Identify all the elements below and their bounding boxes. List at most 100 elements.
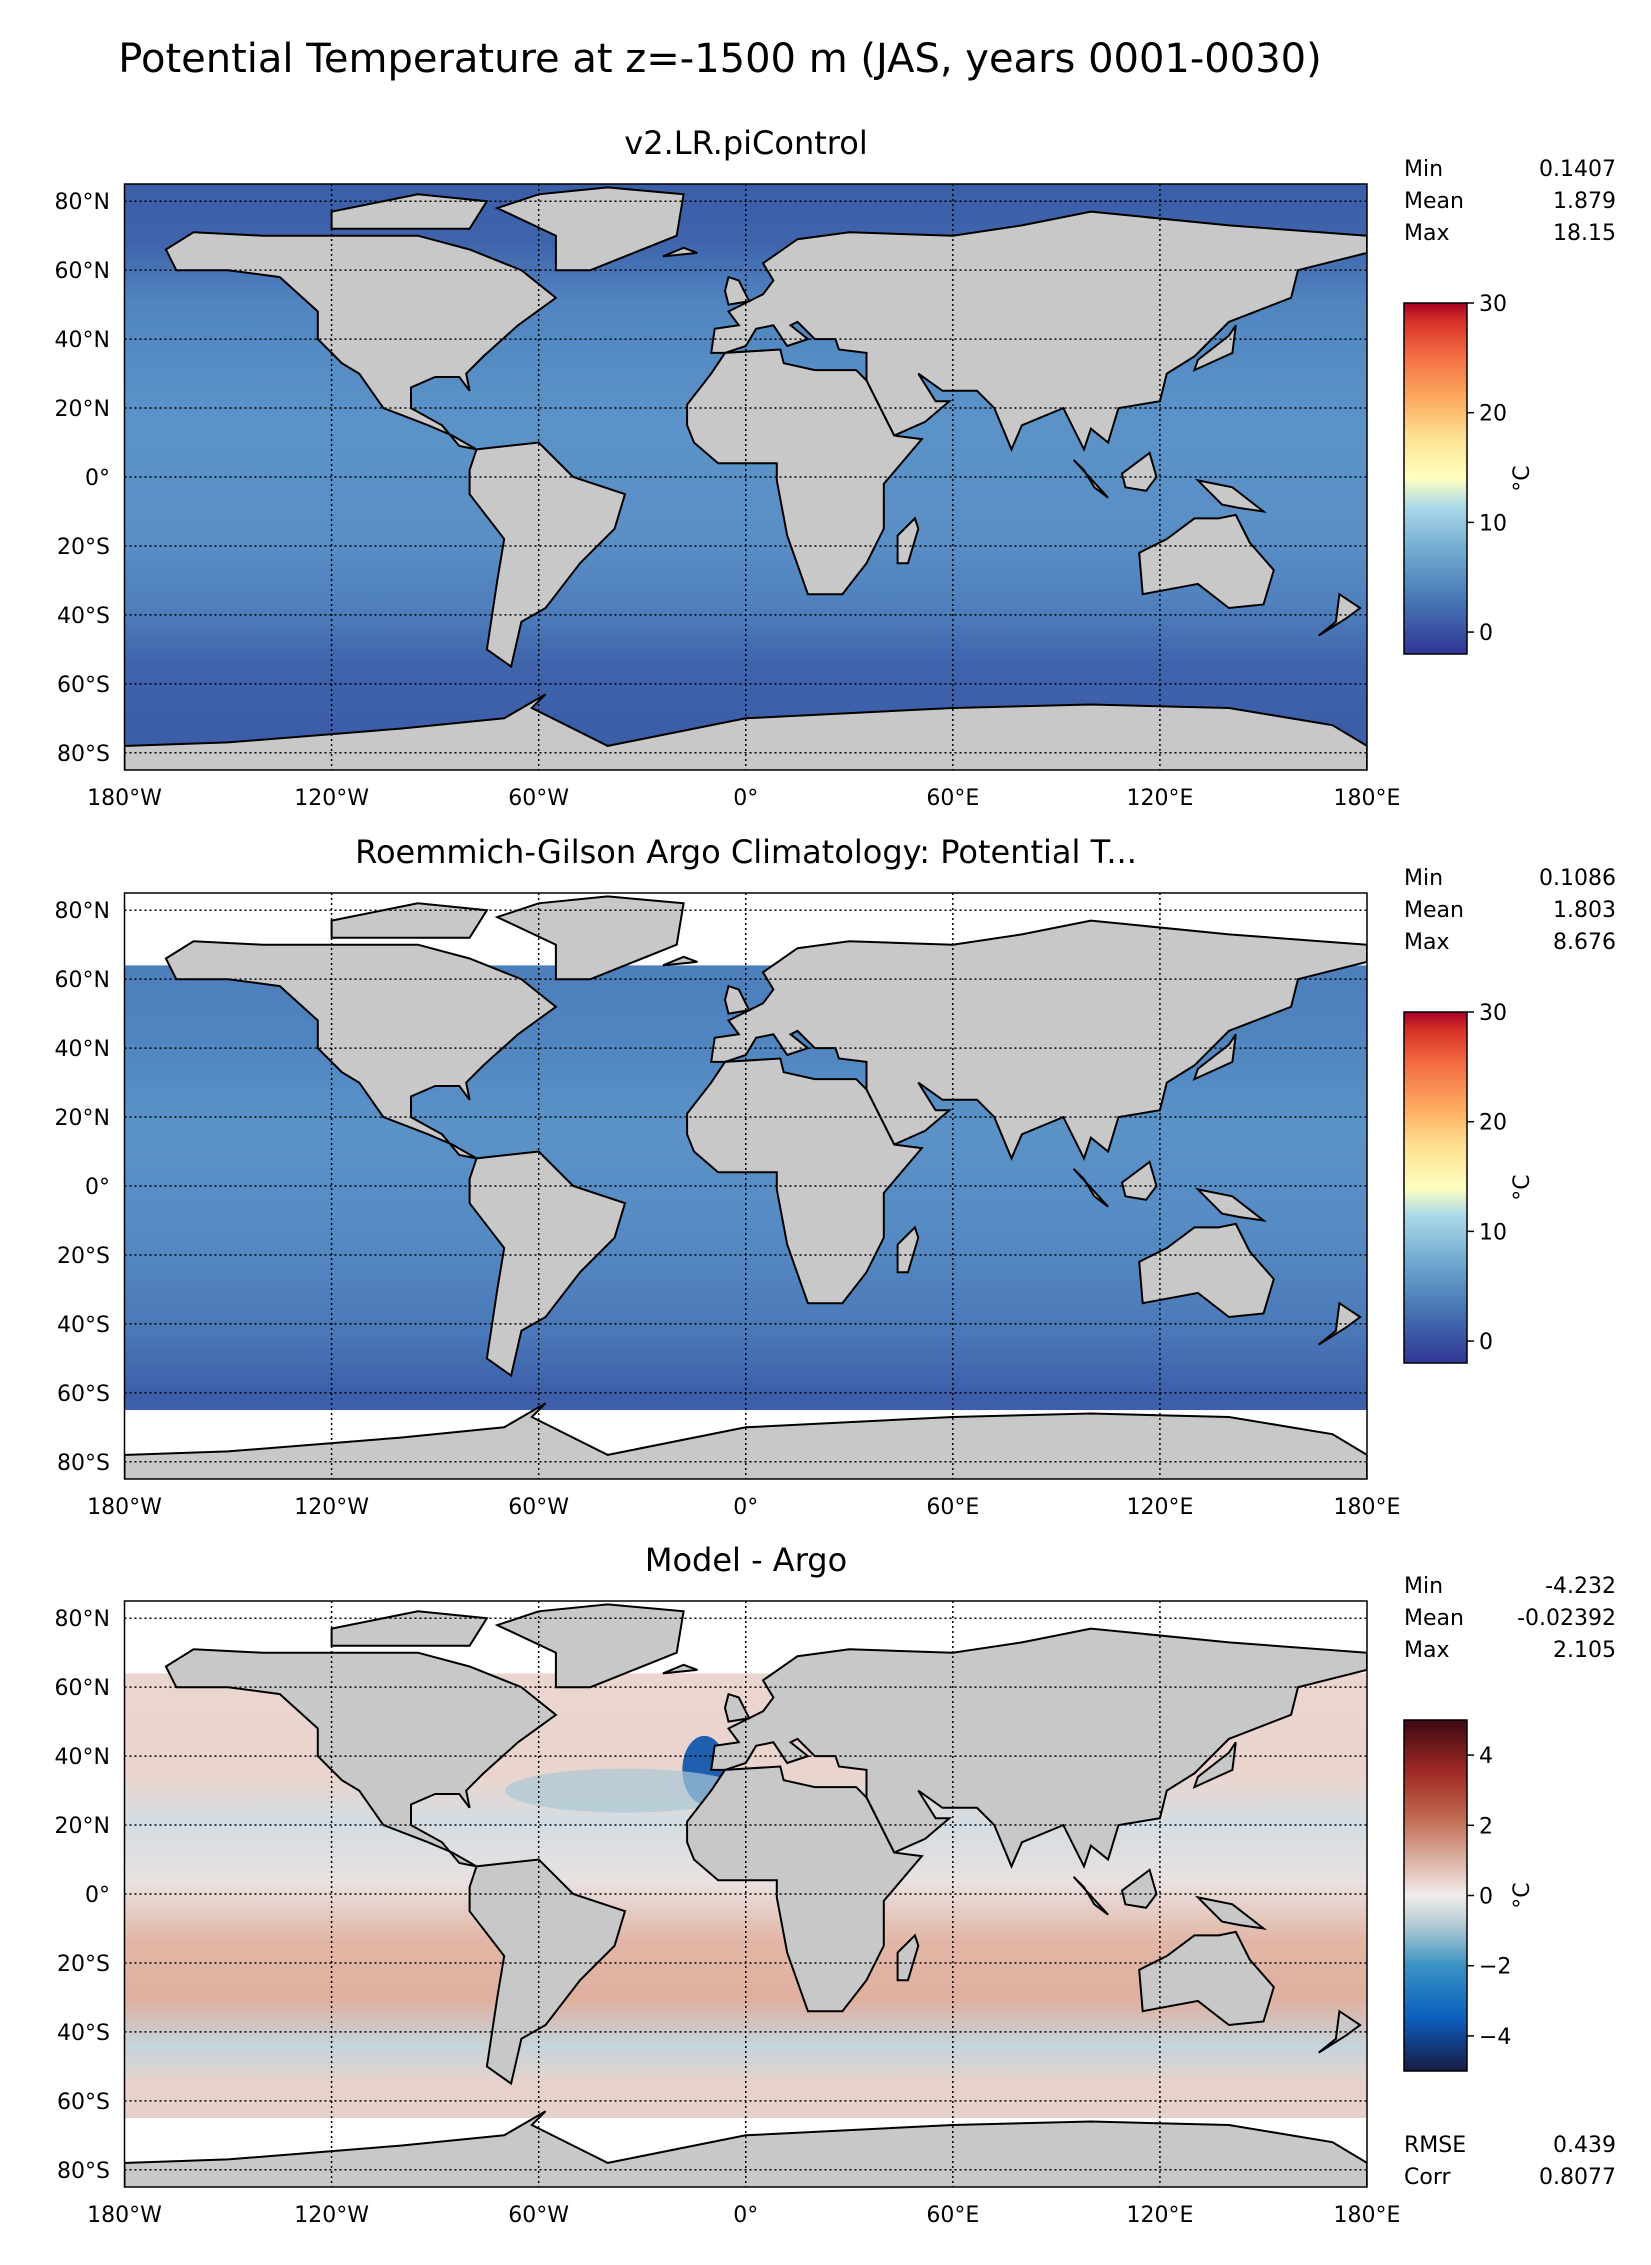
y-tick-label: 0° bbox=[85, 1883, 110, 1908]
x-tick-label: 60°W bbox=[508, 786, 569, 811]
colorbar-label: °C bbox=[1510, 465, 1535, 491]
land-mass bbox=[1192, 1741, 1237, 1789]
x-tick-label: 60°E bbox=[926, 786, 979, 811]
land-mass bbox=[1194, 1895, 1268, 1931]
land-mass bbox=[124, 693, 1367, 770]
x-tick-label: 60°W bbox=[508, 2203, 569, 2228]
map-panel-1: v2.LR.piControl 180°W 120°W 60°W 0° 60°E 120°E… bbox=[55, 124, 1616, 811]
land-mass bbox=[164, 940, 558, 1160]
stat-label: Mean bbox=[1404, 898, 1464, 923]
land-mass bbox=[468, 1858, 627, 2086]
y-tick-label: 60°N bbox=[55, 259, 110, 284]
x-tick-label: 180°W bbox=[87, 1495, 162, 1520]
x-tick-label: 120°E bbox=[1126, 2203, 1193, 2228]
land-mass bbox=[896, 516, 920, 565]
land-mass bbox=[1072, 459, 1109, 499]
y-tick-label: 0° bbox=[85, 1175, 110, 1200]
y-tick-label: 80°N bbox=[55, 899, 110, 924]
land-mass bbox=[1318, 1301, 1362, 1346]
colorbar-tick-label: 10 bbox=[1479, 1220, 1507, 1245]
stat-value: 1.803 bbox=[1553, 898, 1616, 923]
x-tick-label: 60°E bbox=[926, 1495, 979, 1520]
colorbar-label: °C bbox=[1510, 1882, 1535, 1908]
y-tick-label: 80°S bbox=[57, 1451, 110, 1476]
x-tick-label: 180°E bbox=[1334, 2203, 1401, 2228]
map-frame bbox=[123, 892, 1368, 1480]
land-mass bbox=[710, 210, 1367, 453]
map-area bbox=[124, 184, 1367, 770]
y-tick-label: 0° bbox=[85, 466, 110, 491]
y-tick-label: 20°S bbox=[57, 1952, 110, 1977]
land-mass bbox=[164, 231, 558, 451]
land-mass bbox=[1192, 324, 1237, 372]
stat-label: Max bbox=[1404, 221, 1449, 246]
y-tick-label: 60°N bbox=[55, 1676, 110, 1701]
land-mass bbox=[896, 1933, 920, 1982]
x-tick-label: 180°E bbox=[1334, 1495, 1401, 1520]
land-mass bbox=[494, 186, 685, 272]
x-tick-label: 60°W bbox=[508, 1495, 569, 1520]
panel-title: Model - Argo bbox=[645, 1541, 847, 1579]
stat-value: -0.02392 bbox=[1517, 1606, 1616, 1631]
stat-value: 1.879 bbox=[1553, 189, 1616, 214]
land-mass bbox=[124, 2110, 1367, 2187]
colorbar-tick-label: 20 bbox=[1479, 402, 1507, 427]
y-tick-label: 80°S bbox=[57, 742, 110, 767]
colorbar-tick-label: 20 bbox=[1479, 1111, 1507, 1136]
x-tick-label: 180°E bbox=[1334, 786, 1401, 811]
colorbar-tick-label: −2 bbox=[1479, 1955, 1511, 1980]
stat-label: Min bbox=[1404, 157, 1443, 182]
x-tick-label: 120°E bbox=[1126, 786, 1193, 811]
land-mass bbox=[710, 1627, 1367, 1870]
land-mass bbox=[662, 955, 698, 967]
colorbar bbox=[1403, 1011, 1468, 1364]
stat-label: Mean bbox=[1404, 1606, 1464, 1631]
y-tick-label: 60°S bbox=[57, 1382, 110, 1407]
colorbar bbox=[1403, 1719, 1468, 2072]
land-mass bbox=[1120, 1160, 1158, 1201]
y-tick-label: 60°N bbox=[55, 968, 110, 993]
y-tick-label: 80°N bbox=[55, 190, 110, 215]
land-mass bbox=[1138, 513, 1275, 610]
land-mass bbox=[468, 1150, 627, 1378]
colorbar-tick-label: 0 bbox=[1479, 1885, 1493, 1910]
land-mass bbox=[896, 1225, 920, 1274]
land-mass bbox=[468, 441, 627, 669]
x-tick-label: 0° bbox=[733, 786, 758, 811]
land-mass bbox=[723, 275, 751, 306]
panel-title: v2.LR.piControl bbox=[624, 124, 867, 162]
colorbar bbox=[1403, 302, 1468, 655]
y-tick-label: 80°N bbox=[55, 1607, 110, 1632]
land-mass bbox=[164, 1648, 558, 1868]
stat-value: 8.676 bbox=[1553, 930, 1616, 955]
map-panel-3: Model - Argo 180°W 120°W 60°W 0° 60°E 120°E 180… bbox=[55, 1541, 1616, 2228]
y-tick-label: 40°N bbox=[55, 1745, 110, 1770]
land-mass bbox=[1120, 1868, 1158, 1909]
y-tick-label: 40°S bbox=[57, 1313, 110, 1338]
land-mass bbox=[1318, 2009, 1362, 2054]
land-mass bbox=[723, 984, 751, 1015]
y-tick-label: 20°N bbox=[55, 1814, 110, 1839]
stat-label: RMSE bbox=[1404, 2133, 1466, 2158]
stat-label: Min bbox=[1404, 1574, 1443, 1599]
x-tick-label: 0° bbox=[733, 1495, 758, 1520]
x-tick-label: 120°W bbox=[294, 1495, 369, 1520]
y-tick-label: 40°S bbox=[57, 604, 110, 629]
colorbar-tick-label: 2 bbox=[1479, 1814, 1493, 1839]
land-mass bbox=[662, 1663, 698, 1675]
y-tick-label: 60°S bbox=[57, 2090, 110, 2115]
land-mass bbox=[710, 919, 1367, 1162]
stat-value: 0.439 bbox=[1553, 2133, 1616, 2158]
map-frame bbox=[123, 183, 1368, 771]
panel-title: Roemmich-Gilson Argo Climatology: Potent… bbox=[355, 833, 1137, 871]
x-tick-label: 120°E bbox=[1126, 1495, 1193, 1520]
land-mass bbox=[723, 1692, 751, 1723]
land-mass bbox=[1318, 592, 1362, 637]
north-atlantic-cool-anomaly bbox=[504, 1768, 745, 1813]
stat-label: Mean bbox=[1404, 189, 1464, 214]
land-mass bbox=[1192, 1033, 1237, 1081]
colorbar-tick-label: 30 bbox=[1479, 1001, 1507, 1026]
stat-label: Corr bbox=[1404, 2165, 1451, 2190]
x-tick-label: 120°W bbox=[294, 2203, 369, 2228]
